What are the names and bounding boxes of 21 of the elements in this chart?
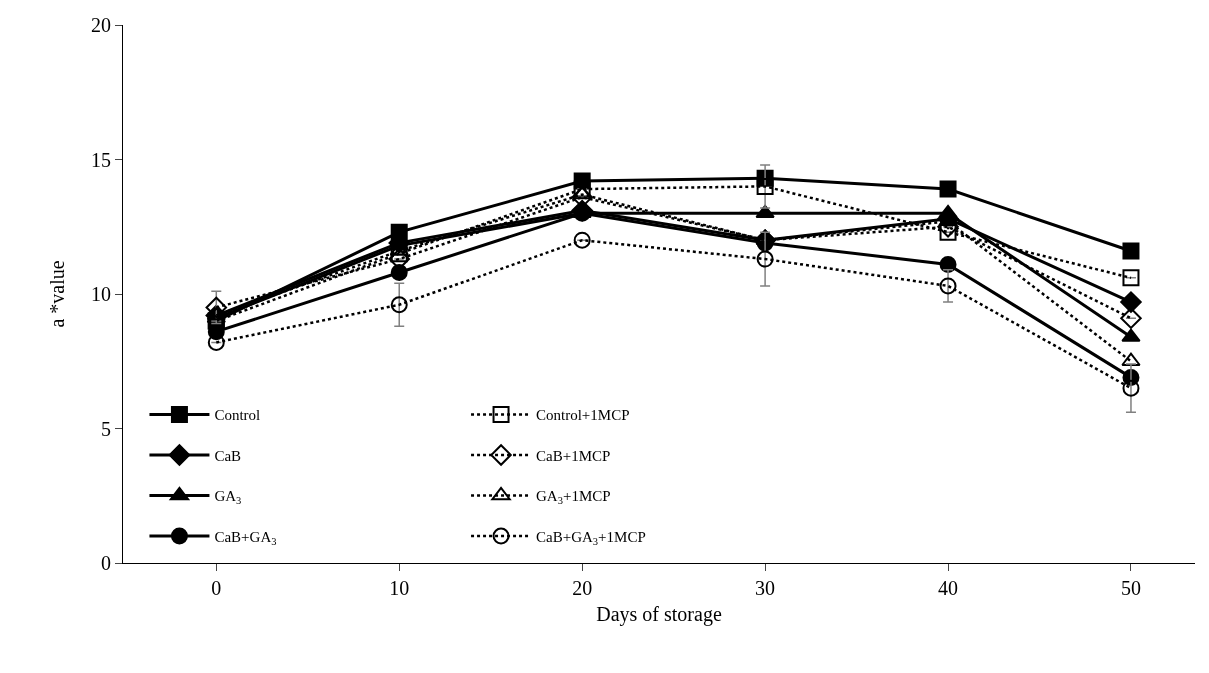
y-axis-title: a *value	[46, 260, 69, 328]
y-tick-label: 15	[90, 148, 111, 171]
y-tick-label: 5	[100, 417, 111, 440]
x-axis-title: Days of storage	[596, 602, 722, 626]
legend-label: Control+1MCP	[536, 407, 630, 424]
x-tick-label: 0	[211, 577, 222, 600]
x-tick-label: 20	[572, 577, 593, 600]
x-tick-label: 50	[1120, 577, 1141, 600]
legend-label: CaB+GA$_{3}$	[214, 528, 277, 547]
legend-label: Control	[214, 407, 261, 424]
x-tick-label: 10	[389, 577, 410, 600]
legend-label: CaB+1MCP	[536, 447, 611, 464]
legend-label: GA$_{3}$	[214, 488, 242, 507]
y-tick-label: 0	[100, 552, 111, 574]
x-tick-label: 40	[938, 577, 959, 600]
y-tick-label: 20	[90, 14, 111, 36]
x-tick-label: 30	[755, 577, 776, 600]
legend-label: CaB	[214, 447, 242, 464]
y-tick-label: 10	[90, 283, 111, 305]
legend-label: CaB+GA$_{3}$+1MCP	[536, 528, 646, 547]
legend-label: GA$_{3}$+1MCP	[536, 488, 611, 507]
